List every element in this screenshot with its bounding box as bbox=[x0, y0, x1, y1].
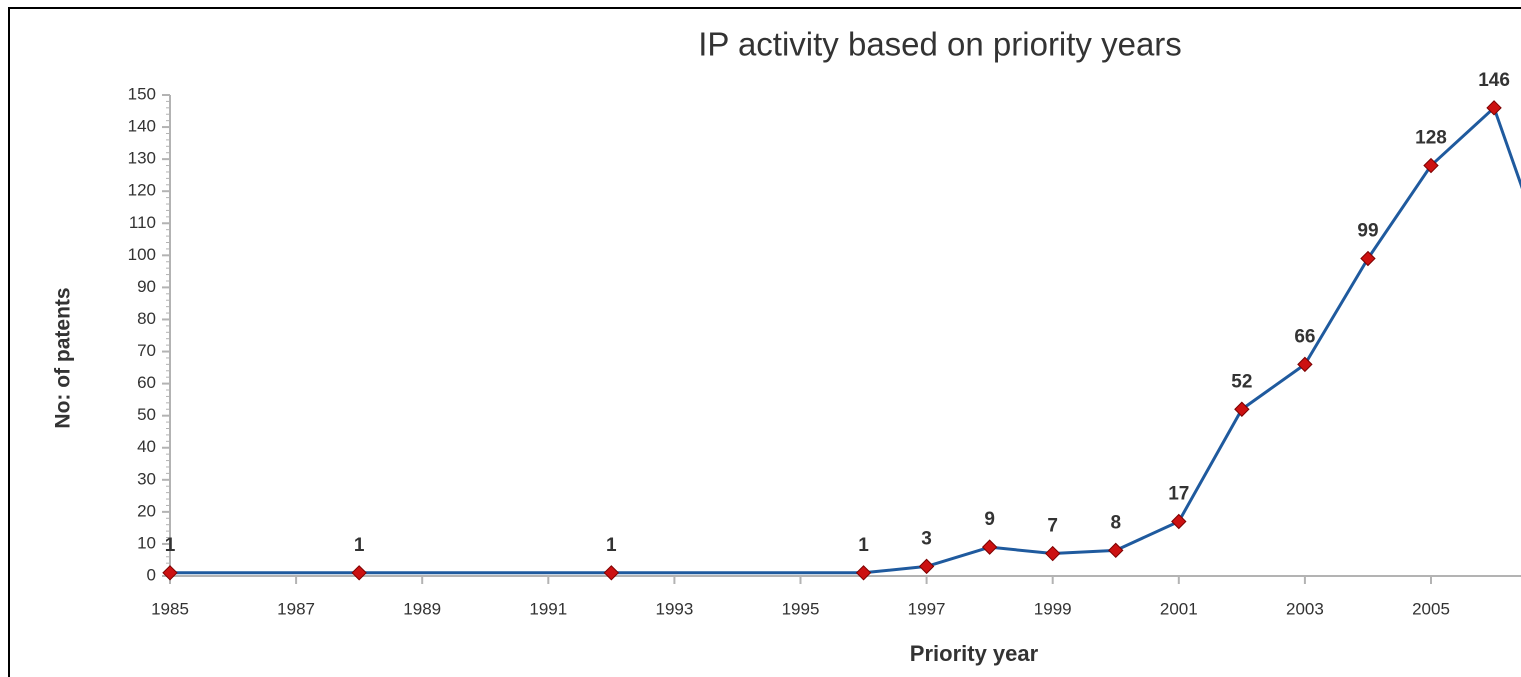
y-tick-label: 120 bbox=[128, 181, 156, 200]
y-tick-label: 100 bbox=[128, 245, 156, 264]
x-tick-label: 1993 bbox=[655, 599, 693, 618]
x-tick-label: 2003 bbox=[1286, 599, 1324, 618]
y-tick-label: 20 bbox=[137, 501, 156, 520]
data-point bbox=[1360, 250, 1376, 267]
x-tick-label: 1997 bbox=[908, 599, 946, 618]
x-tick-label: 2001 bbox=[1160, 599, 1198, 618]
data-label: 1 bbox=[606, 535, 617, 556]
data-point bbox=[1486, 100, 1502, 116]
y-tick-label: 70 bbox=[137, 341, 156, 360]
series-line bbox=[170, 106, 1521, 575]
y-axis-label: No: of patents bbox=[52, 287, 75, 428]
data-label: 17 bbox=[1168, 484, 1189, 505]
data-label: 3 bbox=[921, 528, 932, 549]
y-tick-label: 90 bbox=[137, 277, 156, 296]
x-tick-label: 2005 bbox=[1412, 599, 1450, 618]
y-tick-label: 140 bbox=[128, 117, 156, 136]
y-tick-label: 0 bbox=[147, 565, 156, 584]
data-point bbox=[162, 565, 178, 581]
data-point bbox=[1234, 401, 1250, 417]
y-tick-label: 150 bbox=[128, 84, 156, 103]
data-point bbox=[1297, 356, 1313, 373]
y-tick-label: 110 bbox=[129, 213, 156, 232]
y-tick-label: 50 bbox=[137, 405, 156, 424]
x-tick-label: 1999 bbox=[1034, 599, 1072, 618]
data-point bbox=[855, 565, 872, 581]
y-tick-label: 60 bbox=[137, 373, 156, 392]
data-label: 7 bbox=[1047, 516, 1058, 537]
data-label: 1 bbox=[858, 535, 869, 556]
data-label: 146 bbox=[1478, 70, 1510, 91]
x-tick-label: 1995 bbox=[782, 599, 820, 618]
data-label: 1 bbox=[165, 535, 176, 556]
data-label: 9 bbox=[984, 509, 995, 530]
x-tick-label: 1985 bbox=[151, 599, 189, 618]
chart-title: IP activity based on priority years bbox=[698, 26, 1182, 63]
data-point bbox=[1108, 542, 1124, 559]
x-tick-label: 1989 bbox=[403, 599, 441, 618]
x-tick-label: 1991 bbox=[529, 599, 567, 618]
data-point bbox=[981, 539, 998, 555]
x-tick-label: 1987 bbox=[277, 599, 315, 618]
data-label: 128 bbox=[1415, 128, 1447, 149]
y-tick-label: 30 bbox=[137, 469, 156, 488]
y-tick-label: 40 bbox=[137, 437, 156, 456]
x-axis-label: Priority year bbox=[910, 641, 1039, 666]
data-label: 8 bbox=[1110, 512, 1121, 533]
data-point bbox=[351, 565, 367, 581]
data-label: 66 bbox=[1294, 326, 1315, 347]
data-point bbox=[1423, 157, 1439, 174]
data-label: 1 bbox=[354, 535, 365, 556]
data-label: 99 bbox=[1357, 221, 1378, 242]
frame bbox=[8, 7, 1521, 677]
y-tick-label: 10 bbox=[137, 533, 156, 552]
data-point bbox=[603, 565, 620, 581]
data-point bbox=[1044, 545, 1061, 562]
data-point bbox=[1171, 513, 1187, 530]
y-tick-label: 80 bbox=[137, 309, 156, 328]
data-label: 52 bbox=[1231, 371, 1252, 392]
y-tick-label: 130 bbox=[128, 149, 156, 168]
data-point bbox=[918, 558, 935, 575]
